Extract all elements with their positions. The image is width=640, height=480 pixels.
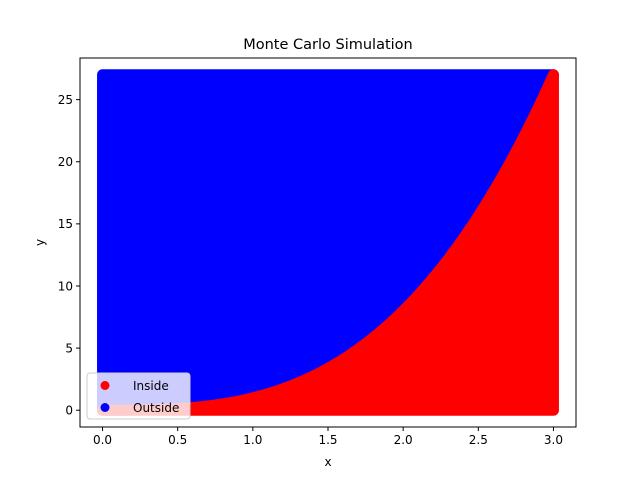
- x-tick-label: 2.5: [469, 433, 488, 447]
- plot-area: [97, 69, 559, 416]
- x-tick-label: 1.0: [243, 433, 262, 447]
- y-axis-label: y: [33, 239, 47, 246]
- legend-label-outside: Outside: [133, 401, 179, 415]
- y-tick-label: 5: [65, 341, 73, 355]
- x-axis-label: x: [324, 455, 331, 469]
- legend-label-inside: Inside: [133, 379, 169, 393]
- x-tick-label: 0.0: [93, 433, 112, 447]
- legend-frame: [86, 372, 191, 420]
- legend-marker-outside: [100, 403, 110, 412]
- y-tick-label: 15: [58, 217, 73, 231]
- y-tick-label: 25: [58, 93, 73, 107]
- y-axis: 0 5 10 15 20 25: [58, 93, 80, 418]
- y-tick-label: 20: [58, 155, 73, 169]
- legend-marker-inside: [100, 381, 110, 390]
- y-tick-label: 10: [58, 279, 73, 293]
- legend: Inside Outside: [86, 372, 191, 420]
- chart-title: Monte Carlo Simulation: [243, 37, 413, 53]
- x-tick-label: 0.5: [168, 433, 187, 447]
- y-tick-label: 0: [65, 404, 73, 418]
- x-axis: 0.0 0.5 1.0 1.5 2.0 2.5 3.0: [93, 427, 563, 447]
- x-tick-label: 3.0: [544, 433, 563, 447]
- x-tick-label: 2.0: [394, 433, 413, 447]
- x-tick-label: 1.5: [318, 433, 337, 447]
